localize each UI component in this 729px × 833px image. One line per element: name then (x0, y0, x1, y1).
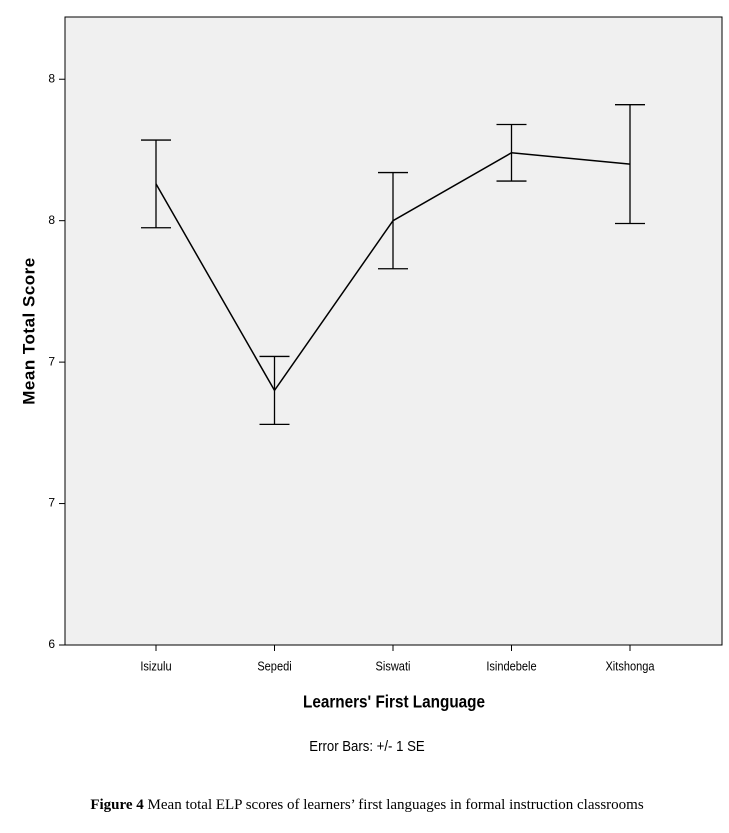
x-tick-label: Siswati (376, 659, 411, 674)
y-tick-label: 6 (48, 637, 55, 651)
x-tick-label: Isindebele (486, 659, 537, 674)
note: Error Bars: +/- 1 SE (309, 737, 424, 754)
error-bar (259, 355, 290, 426)
y-tick-label: 8 (48, 213, 55, 227)
y-tick-label: 7 (48, 496, 55, 510)
y-tick-label: 7 (48, 354, 55, 368)
x-axis-title: Learners' First Language (303, 692, 485, 712)
x-tick-label: Xitshonga (605, 659, 654, 674)
caption-label: Figure 4 (90, 797, 144, 813)
caption-text: Mean total ELP scores of learners’ first… (148, 797, 644, 813)
y-tick-label: 8 (48, 71, 55, 85)
plot-area (64, 16, 723, 646)
error-bar (615, 104, 645, 225)
y-axis-title: Mean Total Score (19, 257, 38, 405)
x-tick-label: Isizulu (140, 659, 171, 674)
caption: Figure 4 Mean total ELP scores of learne… (90, 797, 643, 813)
error-bar (496, 123, 527, 182)
error-bar (378, 171, 408, 270)
x-tick-label: Sepedi (257, 659, 291, 674)
error-bar (141, 139, 171, 229)
